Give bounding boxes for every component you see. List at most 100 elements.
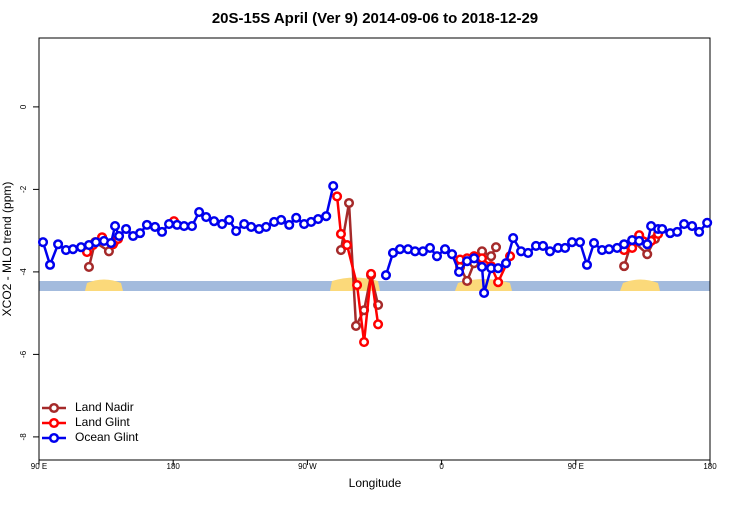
data-point — [332, 191, 343, 202]
data-point — [439, 244, 451, 255]
data-point — [75, 242, 87, 253]
data-point — [352, 280, 363, 291]
data-point — [619, 239, 630, 250]
data-point — [567, 237, 578, 248]
data-point — [702, 217, 713, 228]
data-point — [121, 223, 132, 235]
data-point — [163, 218, 175, 230]
data-point — [343, 197, 355, 209]
data-point — [373, 319, 384, 330]
data-point — [679, 218, 690, 230]
data-point — [105, 237, 117, 249]
y-tick-label: -6 — [19, 350, 28, 358]
plot-frame — [38, 37, 711, 461]
data-point — [44, 259, 56, 270]
x-tick-label: 90 E — [31, 462, 47, 471]
data-point — [523, 247, 534, 258]
data-point — [560, 242, 571, 254]
data-point — [109, 221, 121, 232]
data-point — [284, 219, 295, 230]
data-point — [493, 263, 504, 274]
data-point — [276, 214, 287, 225]
x-tick-label: 90 E — [568, 462, 584, 471]
legend-label: Land Nadir — [75, 400, 134, 414]
y-tick-label: -4 — [19, 268, 28, 276]
data-point — [672, 226, 683, 237]
x-tick-label: 180 — [167, 462, 181, 471]
data-point — [141, 219, 153, 230]
data-point — [201, 211, 212, 223]
y-tick-label: 0 — [19, 104, 28, 109]
data-point — [476, 253, 488, 264]
data-point — [156, 226, 168, 237]
data-point — [687, 221, 698, 232]
data-point — [453, 266, 465, 277]
data-point — [380, 270, 392, 281]
land-band — [620, 279, 660, 291]
legend-marker — [48, 432, 60, 444]
data-point — [67, 244, 79, 255]
data-point — [231, 226, 242, 237]
chart-title: 20S-15S April (Ver 9) 2014-09-06 to 2018… — [212, 10, 538, 27]
data-point — [313, 214, 324, 225]
x-tick-label: 0 — [439, 462, 444, 471]
data-point — [574, 237, 586, 248]
x-axis-label: Longitude — [349, 476, 402, 490]
data-point — [581, 259, 593, 270]
data-point — [627, 242, 638, 254]
legend-label: Land Glint — [75, 415, 130, 429]
data-point — [490, 242, 502, 253]
y-tick-label: -8 — [19, 433, 28, 441]
data-point — [544, 246, 556, 257]
data-point — [479, 287, 490, 298]
data-point — [446, 249, 458, 260]
data-point — [424, 242, 436, 254]
legend-marker — [48, 417, 60, 429]
data-point — [394, 244, 406, 255]
data-point — [135, 228, 146, 239]
data-point — [508, 233, 519, 244]
data-point — [328, 181, 339, 192]
data-point — [694, 226, 705, 237]
data-point — [114, 230, 125, 242]
y-axis-label: XCO2 - MLO trend (ppm) — [0, 182, 14, 317]
data-point — [224, 214, 235, 225]
data-point — [37, 237, 49, 248]
y-tick-label: -2 — [19, 185, 28, 193]
data-point — [493, 277, 504, 288]
data-point — [366, 268, 377, 280]
legend-marker — [48, 402, 60, 414]
legend-label: Ocean Glint — [75, 430, 139, 444]
data-point — [410, 246, 421, 257]
data-point — [149, 221, 161, 232]
data-point — [469, 253, 480, 264]
data-point — [83, 261, 95, 272]
data-point — [619, 261, 630, 272]
data-point — [179, 221, 190, 232]
x-tick-label: 180 — [703, 462, 717, 471]
data-point — [291, 212, 302, 223]
data-point — [53, 239, 64, 250]
data-point — [431, 251, 443, 262]
data-point — [642, 239, 653, 250]
data-point — [90, 237, 102, 248]
data-point — [588, 237, 600, 249]
data-point — [217, 218, 228, 230]
data-point — [321, 211, 332, 222]
data-point — [359, 336, 370, 348]
data-point — [604, 244, 615, 255]
data-point — [537, 240, 549, 251]
data-point — [486, 251, 497, 262]
data-point — [261, 221, 272, 232]
data-point — [350, 320, 362, 331]
data-point — [194, 207, 205, 218]
data-point — [246, 221, 257, 232]
data-point — [657, 223, 668, 235]
data-point — [500, 258, 512, 269]
x-tick-label: 90 W — [298, 462, 317, 471]
data-point — [186, 221, 198, 232]
data-point — [209, 216, 220, 227]
data-point — [335, 244, 347, 256]
